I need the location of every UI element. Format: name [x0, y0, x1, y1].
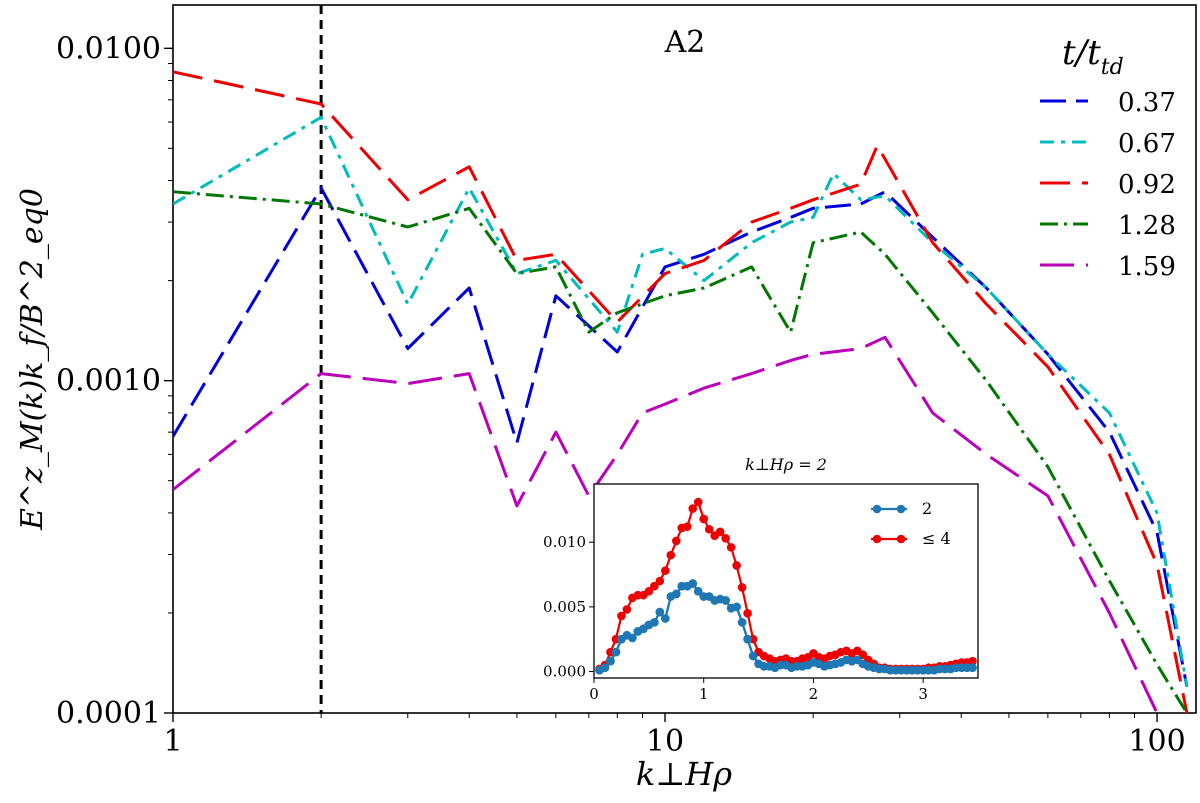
legend-label: 1.28	[1118, 211, 1176, 241]
y-tick-label: 0.0010	[56, 364, 161, 399]
inset-point-top	[606, 656, 615, 666]
inset-legend-marker	[872, 504, 882, 514]
inset-chart: 0 1 2 3 0.000 0.005 0.010 2 ≤ 4 k⊥Hρ = 2	[543, 455, 979, 703]
inset-point-top	[737, 618, 747, 627]
inset-point	[743, 609, 752, 618]
legend-label: 1.59	[1118, 252, 1176, 282]
inset-point	[682, 522, 692, 531]
x-tick-label: 1	[163, 724, 182, 759]
main-plot-frame	[172, 4, 1197, 714]
inset-point	[732, 561, 741, 570]
inset-point	[715, 527, 725, 537]
inset-legend-marker	[896, 504, 906, 514]
inset-y-tick-label: 0.005	[543, 598, 586, 616]
y-tick-label: 0.0100	[56, 31, 161, 66]
inset-point-top	[600, 663, 610, 672]
inset-point	[666, 550, 676, 560]
legend-title: t/ttd	[1062, 33, 1124, 80]
inset-point-top	[732, 602, 741, 612]
inset-title: k⊥Hρ = 2	[745, 455, 827, 474]
inset-point-top	[650, 618, 659, 627]
inset-x-tick-label: 2	[809, 685, 819, 703]
inset-point	[699, 514, 709, 524]
inset-point-top	[611, 647, 621, 657]
inset-legend-marker	[872, 534, 882, 544]
inset-point	[688, 504, 698, 513]
inset-point	[671, 536, 681, 546]
inset-point-top	[671, 589, 681, 599]
inset-point	[655, 576, 665, 586]
inset-point	[721, 534, 730, 543]
inset-point	[617, 611, 626, 621]
inset-background	[594, 484, 978, 678]
inset-point	[644, 587, 654, 596]
inset-point-top	[661, 614, 670, 623]
x-tick-label: 10	[646, 724, 684, 759]
inset-point-top	[655, 607, 665, 617]
series-line-1-59	[173, 335, 1159, 713]
inset-point	[661, 566, 670, 575]
inset-legend-marker	[896, 534, 906, 544]
inset-point	[737, 583, 747, 592]
inset-point	[650, 581, 659, 591]
inset-x-tick-label: 0	[589, 685, 599, 703]
inset-point-top	[743, 634, 752, 644]
inset-legend-label: 2	[922, 499, 932, 518]
legend-label: 0.37	[1118, 88, 1176, 118]
inset-point-top	[968, 663, 977, 672]
x-axis-label: k⊥Hρ	[636, 755, 732, 793]
series-line-0-67	[173, 115, 1189, 687]
inset-point-top	[628, 633, 637, 643]
inset-point	[726, 543, 736, 552]
inset-y-tick-label: 0.000	[543, 663, 586, 681]
x-tick-label: 100	[1128, 724, 1185, 759]
legend: t/ttd 0.37 0.67 0.92 1.28 1.59	[1040, 33, 1176, 282]
inset-point	[622, 605, 632, 614]
inset-point-top	[721, 596, 730, 605]
inset-point-top	[688, 579, 698, 588]
legend-label: 0.67	[1118, 129, 1176, 159]
inset-legend-label: ≤ 4	[922, 529, 951, 548]
legend-label: 0.92	[1118, 170, 1176, 200]
inset-point	[858, 650, 868, 660]
inset-x-tick-label: 1	[699, 685, 709, 703]
inset-point	[704, 524, 714, 534]
y-axis-label: E^z_M(k)k_f/B^2_eq0	[15, 188, 50, 531]
y-tick-label: 0.0001	[56, 696, 161, 731]
series-line-0-92	[173, 70, 1189, 713]
series-line-1-28	[173, 190, 1189, 713]
inset-x-tick-label: 3	[918, 685, 928, 703]
inset-point	[968, 656, 977, 666]
chart-title: A2	[664, 25, 706, 60]
inset-frame	[593, 483, 979, 679]
inset-point-top	[693, 587, 703, 596]
inset-y-tick-label: 0.010	[543, 533, 586, 551]
legend-title-subscript: td	[1101, 55, 1124, 80]
series-line-0-37	[173, 186, 1189, 687]
inset-point-top	[748, 651, 758, 661]
inset-point	[693, 497, 703, 507]
